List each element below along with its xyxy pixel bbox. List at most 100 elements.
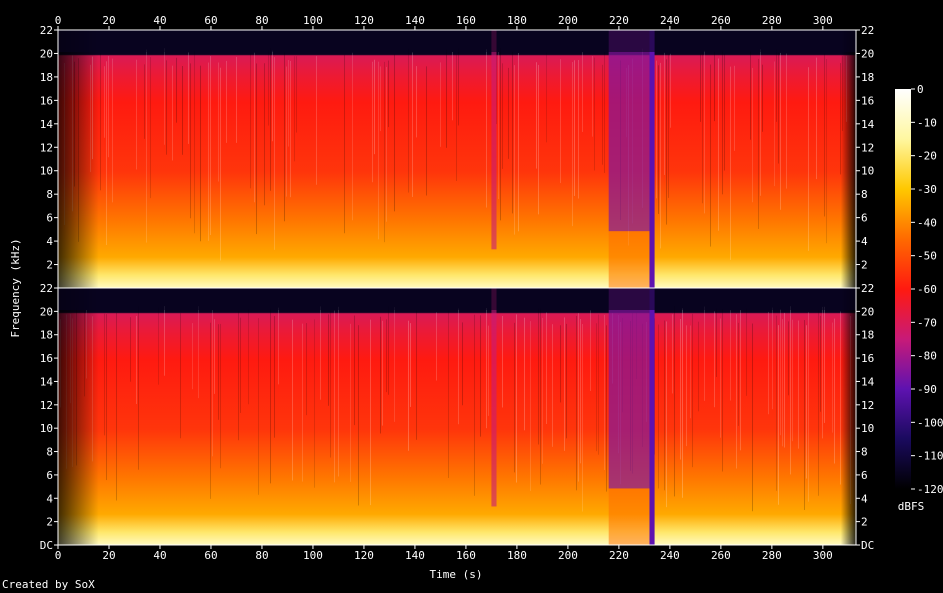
y-tick-label: 10 — [40, 422, 53, 435]
texture-streak — [658, 65, 659, 214]
texture-streak — [284, 52, 285, 222]
texture-streak — [146, 49, 147, 243]
x-tick-label: 180 — [507, 14, 527, 27]
texture-streak — [408, 48, 409, 193]
colorbar-tick-label: -50 — [917, 250, 937, 263]
texture-streak — [536, 62, 537, 169]
x-tick-label: 260 — [711, 549, 731, 562]
texture-streak — [606, 325, 607, 492]
texture-streak — [194, 50, 195, 234]
texture-streak — [774, 61, 775, 187]
y-tick-label: 4 — [861, 492, 868, 505]
texture-streak — [382, 320, 383, 426]
x-tick-label: 220 — [609, 549, 629, 562]
texture-streak — [826, 59, 827, 244]
texture-streak — [316, 56, 317, 185]
colorbar-tick-label: -110 — [917, 450, 943, 463]
texture-streak — [508, 67, 509, 159]
texture-streak — [580, 318, 581, 464]
texture-streak — [448, 310, 449, 478]
texture-streak — [440, 62, 441, 147]
texture-streak — [240, 317, 241, 413]
texture-streak — [338, 306, 339, 477]
x-tick-label: 80 — [255, 549, 268, 562]
texture-streak — [264, 63, 265, 206]
texture-streak — [136, 59, 137, 170]
y-tick-label: 2 — [46, 259, 53, 272]
y-tick-label: 20 — [861, 305, 874, 318]
texture-streak — [192, 323, 193, 390]
y-tick-label: 12 — [40, 399, 53, 412]
texture-streak — [288, 60, 289, 147]
texture-streak — [258, 318, 259, 495]
texture-streak — [736, 314, 737, 469]
texture-streak — [164, 306, 165, 376]
texture-streak — [590, 310, 591, 392]
dip-line — [491, 288, 497, 507]
texture-streak — [198, 306, 199, 399]
texture-streak — [714, 51, 715, 122]
texture-streak — [668, 54, 669, 198]
colorbar-tick-label: -90 — [917, 383, 937, 396]
texture-streak — [272, 50, 273, 142]
texture-streak — [104, 313, 105, 436]
colorbar-tick-label: 0 — [917, 83, 924, 96]
texture-streak — [164, 48, 165, 145]
texture-streak — [274, 57, 275, 250]
texture-streak — [214, 319, 215, 394]
texture-streak — [660, 62, 661, 249]
texture-streak — [296, 56, 297, 133]
spectrogram-band — [58, 30, 856, 288]
texture-streak — [104, 66, 105, 138]
texture-streak — [130, 317, 131, 382]
y-axis-label: Frequency (kHz) — [9, 238, 22, 337]
x-tick-label: 220 — [609, 14, 629, 27]
texture-streak — [328, 314, 329, 406]
x-tick-label: 20 — [102, 549, 115, 562]
y-tick-label: 10 — [861, 422, 874, 435]
dip-line — [491, 30, 497, 250]
y-tick-label: 16 — [861, 352, 874, 365]
texture-streak — [200, 65, 201, 242]
texture-streak — [538, 64, 539, 215]
texture-streak — [208, 62, 209, 241]
texture-streak — [666, 321, 667, 508]
texture-streak — [546, 52, 547, 143]
texture-streak — [722, 309, 723, 472]
texture-streak — [516, 314, 517, 483]
texture-streak — [190, 63, 191, 219]
texture-streak — [730, 66, 731, 260]
texture-streak — [294, 56, 295, 162]
x-tick-label: 0 — [55, 549, 62, 562]
texture-streak — [394, 54, 395, 212]
y-tick-label: 14 — [861, 375, 875, 388]
texture-streak — [302, 323, 303, 482]
texture-streak — [408, 320, 409, 451]
texture-streak — [778, 52, 779, 164]
texture-streak — [106, 61, 107, 246]
texture-streak — [704, 306, 705, 401]
texture-streak — [248, 309, 249, 405]
texture-streak — [578, 313, 579, 482]
y-tick-label: 18 — [40, 71, 53, 84]
texture-streak — [566, 323, 567, 439]
texture-streak — [762, 64, 763, 132]
y-tick-label: 20 — [861, 47, 874, 60]
x-tick-label: 120 — [354, 14, 374, 27]
texture-streak — [456, 54, 457, 182]
texture-streak — [270, 48, 271, 191]
texture-streak — [680, 319, 681, 460]
y-tick-label: 20 — [40, 305, 53, 318]
texture-streak — [378, 61, 379, 240]
channel-1-plot — [57, 29, 857, 289]
texture-streak — [784, 312, 785, 448]
texture-streak — [686, 325, 687, 447]
texture-streak — [542, 317, 543, 464]
texture-streak — [370, 319, 371, 506]
x-tick-label: 160 — [456, 549, 476, 562]
texture-streak — [486, 308, 487, 429]
texture-streak — [720, 318, 721, 438]
y-tick-label: 18 — [40, 329, 53, 342]
texture-streak — [334, 310, 335, 483]
texture-streak — [704, 50, 705, 214]
